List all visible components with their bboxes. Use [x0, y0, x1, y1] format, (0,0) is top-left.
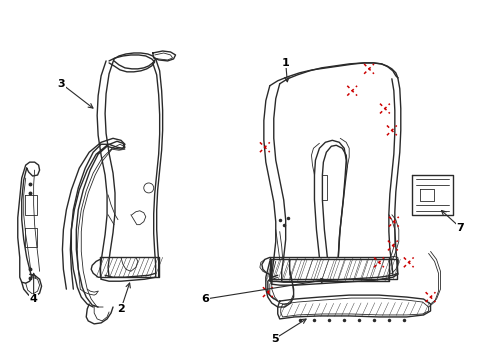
Text: 3: 3 [58, 79, 65, 89]
Text: 1: 1 [281, 58, 289, 68]
Text: 7: 7 [455, 222, 463, 233]
Text: 6: 6 [201, 294, 209, 304]
Text: 2: 2 [117, 304, 124, 314]
Text: 4: 4 [30, 294, 38, 304]
Text: 5: 5 [270, 334, 278, 344]
